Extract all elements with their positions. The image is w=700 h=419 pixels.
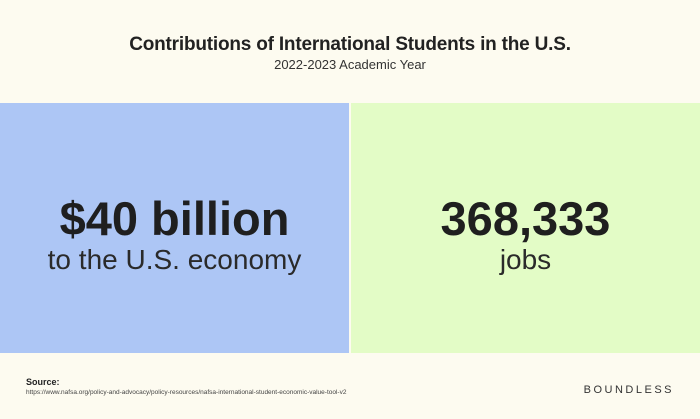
source-url: https://www.nafsa.org/policy-and-advocac… xyxy=(26,389,347,396)
title: Contributions of International Students … xyxy=(129,34,571,55)
stat-caption: jobs xyxy=(499,244,552,275)
stat-panel: $40 billion to the U.S. economy xyxy=(0,103,349,353)
stat-caption: to the U.S. economy xyxy=(47,244,302,275)
subtitle: 2022-2023 Academic Year xyxy=(274,57,426,72)
source-label: Source: xyxy=(26,377,60,387)
stat-figure: $40 billion xyxy=(59,192,290,245)
stat-panel: 368,333 jobs xyxy=(351,103,700,353)
stat-figure: 368,333 xyxy=(440,192,611,245)
brand: BOUNDLESS xyxy=(583,384,674,396)
